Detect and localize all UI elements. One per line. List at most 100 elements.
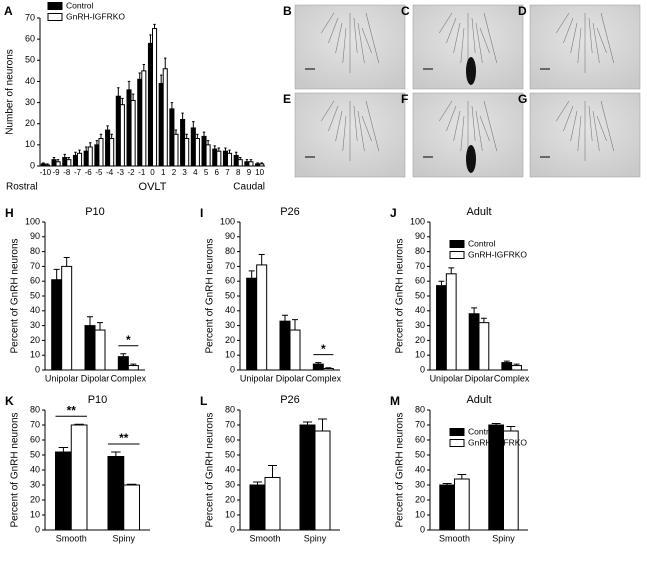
error-bar bbox=[106, 125, 109, 131]
error-bar bbox=[506, 426, 516, 431]
y-tick-label: 20 bbox=[30, 494, 40, 504]
x-tick-label: Spiny bbox=[492, 533, 515, 543]
fiber bbox=[438, 100, 453, 122]
bar bbox=[55, 161, 61, 167]
x-tick-label: Unipolar bbox=[430, 373, 464, 383]
x-tick-label: Spiny bbox=[304, 533, 327, 543]
error-bar bbox=[149, 34, 152, 44]
y-tick-label: 40 bbox=[415, 464, 425, 474]
error-bar bbox=[224, 147, 227, 152]
bar bbox=[173, 133, 179, 167]
fiber bbox=[570, 110, 578, 142]
bar bbox=[152, 28, 158, 167]
fiber bbox=[353, 105, 358, 142]
x-tick-label: 3 bbox=[182, 168, 187, 177]
x-tick-label: Complex bbox=[494, 373, 530, 383]
error-bar bbox=[292, 319, 298, 331]
y-tick-label: 30 bbox=[415, 320, 425, 330]
bar bbox=[77, 152, 83, 167]
error-bar bbox=[170, 102, 174, 109]
y-tick-label: 50 bbox=[225, 290, 235, 300]
y-tick-label: 60 bbox=[30, 434, 40, 444]
x-axis-label: OVLT bbox=[139, 181, 167, 193]
bar bbox=[147, 42, 154, 167]
bar bbox=[70, 424, 88, 531]
bar bbox=[249, 484, 266, 531]
bar bbox=[237, 159, 243, 167]
y-tick-label: 0 bbox=[420, 364, 425, 374]
bar bbox=[222, 150, 229, 167]
fiber bbox=[365, 100, 380, 152]
error-bar bbox=[438, 280, 445, 286]
ventricle bbox=[466, 57, 476, 85]
bar bbox=[233, 154, 239, 167]
error-bar bbox=[192, 121, 195, 128]
legend-swatch bbox=[449, 439, 465, 447]
bar bbox=[299, 424, 316, 531]
x-tick-label: Dipolar bbox=[465, 373, 494, 383]
error-bar bbox=[239, 157, 242, 160]
x-tick-label: -4 bbox=[106, 168, 114, 177]
y-tick-label: 0 bbox=[230, 524, 235, 534]
legend-label: Control bbox=[468, 426, 496, 436]
bar bbox=[264, 477, 281, 531]
error-bar bbox=[159, 74, 163, 84]
significance-label: * bbox=[126, 333, 131, 347]
legend-swatch bbox=[449, 251, 465, 259]
fiber bbox=[361, 115, 372, 142]
error-bar bbox=[142, 64, 146, 71]
x-tick-label: 0 bbox=[150, 168, 155, 177]
panel-letter: L bbox=[200, 394, 207, 408]
legend-swatch bbox=[47, 2, 63, 10]
significance-label: * bbox=[321, 342, 326, 356]
fiber bbox=[320, 100, 335, 122]
fiber bbox=[596, 27, 607, 54]
y-tick-label: 0 bbox=[35, 524, 40, 534]
bar bbox=[501, 362, 513, 371]
bar bbox=[184, 138, 190, 167]
fiber bbox=[479, 27, 490, 54]
x-tick-label: 4 bbox=[193, 168, 198, 177]
y-tick-label: 60 bbox=[25, 34, 35, 44]
y-tick-label: 10 bbox=[415, 350, 425, 360]
y-tick-label: 10 bbox=[30, 350, 40, 360]
error-bar bbox=[185, 133, 188, 139]
bar bbox=[248, 161, 254, 167]
y-tick-label: 0 bbox=[230, 364, 235, 374]
panel-letter: E bbox=[283, 92, 291, 106]
fiber bbox=[471, 17, 476, 54]
y-axis-label: Percent of GnRH neurons bbox=[10, 412, 21, 527]
y-tick-label: 50 bbox=[415, 290, 425, 300]
error-bar bbox=[253, 481, 262, 485]
y-tick-label: 30 bbox=[25, 97, 35, 107]
panel-letter: K bbox=[5, 394, 14, 408]
bar bbox=[190, 127, 196, 167]
y-tick-label: 70 bbox=[415, 419, 425, 429]
x-tick-label: -7 bbox=[74, 168, 82, 177]
y-tick-label: 80 bbox=[415, 246, 425, 256]
x-tick-label: -3 bbox=[117, 168, 125, 177]
error-bar bbox=[89, 142, 92, 147]
y-tick-label: 70 bbox=[225, 261, 235, 271]
fiber bbox=[600, 12, 615, 64]
x-tick-label: -1 bbox=[138, 168, 146, 177]
error-bar bbox=[126, 483, 137, 485]
y-tick-label: 10 bbox=[225, 350, 235, 360]
x-tick-label: Spiny bbox=[112, 533, 135, 543]
error-bar bbox=[206, 140, 210, 145]
legend-label: Control bbox=[66, 0, 94, 10]
error-bar bbox=[213, 145, 216, 150]
error-bar bbox=[513, 363, 520, 366]
bar bbox=[130, 99, 136, 167]
error-bar bbox=[268, 465, 277, 478]
x-tick-label: 2 bbox=[172, 168, 177, 177]
bar bbox=[314, 430, 331, 531]
bar bbox=[162, 68, 168, 167]
error-bar bbox=[181, 112, 184, 120]
bar bbox=[216, 150, 222, 167]
error-bar bbox=[52, 157, 56, 160]
y-tick-label: 50 bbox=[30, 449, 40, 459]
chart-title: Adult bbox=[466, 394, 491, 406]
ventricle bbox=[466, 145, 476, 173]
fiber bbox=[460, 115, 465, 152]
